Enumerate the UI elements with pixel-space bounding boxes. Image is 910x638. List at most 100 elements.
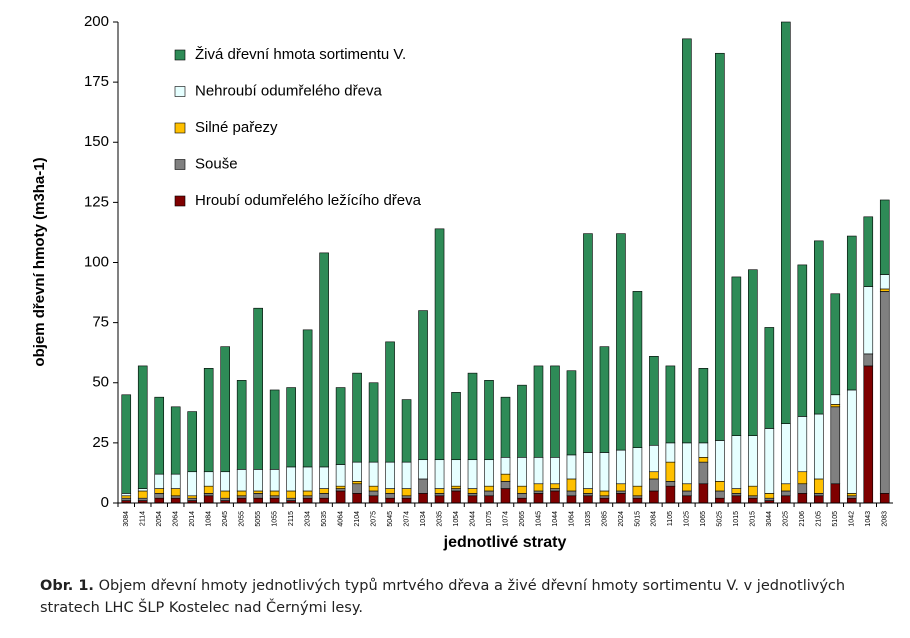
- bar-segment: [632, 485, 643, 497]
- legend-label: Nehroubí odumřelého dřeva: [195, 82, 382, 99]
- bar-segment: [451, 392, 461, 461]
- bar-segment: [170, 473, 181, 489]
- x-tick-label: 5045: [387, 511, 394, 527]
- bar-segment: [434, 459, 445, 489]
- bar-segment: [286, 490, 296, 499]
- x-tick-label: 2104: [354, 511, 361, 527]
- bar-segment: [550, 365, 560, 458]
- bar-segment: [698, 483, 709, 504]
- x-tick-label: 2064: [173, 511, 180, 527]
- x-tick-label: 5015: [634, 511, 641, 527]
- bar-segment: [830, 404, 841, 408]
- bar-segment: [269, 389, 280, 470]
- bar-segment: [682, 495, 692, 504]
- bar-segment: [649, 355, 659, 446]
- bar-segment: [797, 264, 808, 417]
- bar-segment: [748, 269, 758, 436]
- y-tick-label: 0: [101, 494, 109, 511]
- bar-segment: [500, 457, 511, 475]
- legend-label: Hroubí odumřelého ležícího dřeva: [195, 192, 422, 209]
- bar-segment: [748, 495, 758, 499]
- x-tick-label: 2083: [882, 511, 889, 527]
- bar-segment: [599, 490, 610, 497]
- bar-segment: [632, 495, 643, 499]
- bar-segment: [748, 435, 758, 487]
- y-tick-label: 150: [84, 133, 109, 150]
- bar-segment: [550, 457, 560, 485]
- bar-segment: [517, 457, 527, 487]
- bar-segment: [863, 216, 874, 287]
- legend-label: Živá dřevní hmota sortimentu V.: [195, 46, 406, 63]
- bar-segment: [599, 495, 610, 499]
- bar-segment: [253, 497, 263, 504]
- y-tick-label: 25: [92, 434, 109, 451]
- bar-segment: [533, 493, 544, 504]
- bar-segment: [846, 493, 857, 497]
- bar-segment: [715, 481, 725, 492]
- bar-segment: [484, 380, 494, 461]
- bar-segment: [500, 473, 511, 482]
- bar-segment: [764, 327, 775, 429]
- bar-segment: [385, 341, 395, 463]
- bar-segment: [434, 493, 445, 497]
- bar-segment: [352, 483, 362, 494]
- y-tick-label: 175: [84, 73, 109, 90]
- x-tick-label: 2035: [436, 511, 443, 527]
- x-tick-label: 5025: [717, 511, 724, 527]
- bar-segment: [137, 365, 148, 489]
- bar-segment: [467, 493, 478, 497]
- bar-segment: [253, 469, 263, 492]
- bar-segment: [731, 435, 742, 489]
- bar-segment: [170, 406, 181, 475]
- bar-segment: [302, 495, 313, 499]
- bar-segment: [682, 442, 692, 485]
- bar-segment: [879, 274, 890, 290]
- bar-segment: [451, 490, 461, 504]
- bar-segment: [846, 235, 857, 391]
- bar-segment: [550, 490, 560, 504]
- bar-segment: [154, 488, 165, 494]
- bar-segment: [616, 493, 626, 504]
- chart: objem dřevní hmoty (m3ha-1) jednotlivé s…: [31, 13, 893, 551]
- x-axis-label: jednotlivé straty: [443, 534, 567, 551]
- bar-segment: [236, 495, 247, 499]
- x-tick-label: 1015: [733, 511, 740, 527]
- bar-segment: [302, 490, 313, 497]
- bar-segment: [203, 471, 214, 487]
- x-tick-label: 1065: [700, 511, 707, 527]
- bar-segment: [632, 497, 643, 504]
- x-tick-label: 1043: [865, 511, 872, 527]
- bar-segment: [467, 488, 478, 494]
- bar-segment: [286, 387, 296, 468]
- x-tick-label: 5055: [255, 511, 262, 527]
- bar-segment: [616, 483, 626, 492]
- bar-segment: [220, 471, 230, 492]
- x-tick-label: 5035: [321, 511, 328, 527]
- x-tick-label: 1044: [552, 511, 559, 527]
- y-tick-label: 100: [84, 253, 109, 270]
- bar-segment: [846, 389, 857, 494]
- bar-segment: [583, 493, 593, 497]
- bar-segment: [583, 495, 593, 504]
- caption-text: Objem dřevní hmoty jednotlivých typů mrt…: [40, 578, 846, 616]
- bar-segment: [846, 495, 857, 499]
- bar-segment: [385, 461, 395, 489]
- bar-segment: [649, 490, 659, 504]
- bar-segment: [220, 490, 230, 499]
- bar-segment: [731, 495, 742, 504]
- x-tick-label: 2106: [799, 511, 806, 527]
- bar-segment: [484, 495, 494, 504]
- x-tick-label: 1064: [568, 511, 575, 527]
- bar-segment: [385, 493, 395, 499]
- bar-segment: [616, 490, 626, 494]
- bar-segment: [797, 416, 808, 473]
- bar-segment: [764, 497, 775, 501]
- bar-segment: [335, 485, 346, 489]
- y-tick-label: 75: [92, 314, 109, 331]
- bar-segment: [698, 368, 709, 444]
- bar-segment: [286, 466, 296, 492]
- bar-segment: [451, 488, 461, 492]
- bar-segment: [203, 493, 214, 497]
- y-axis-label: objem dřevní hmoty (m3ha-1): [31, 157, 48, 366]
- bar-segment: [665, 485, 676, 504]
